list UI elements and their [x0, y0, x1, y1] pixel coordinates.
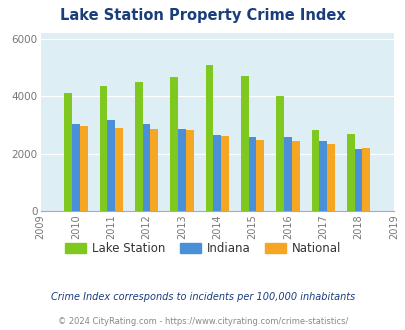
Bar	[205, 65, 213, 211]
Bar	[318, 141, 326, 211]
Bar	[275, 96, 283, 211]
Text: Crime Index corresponds to incidents per 100,000 inhabitants: Crime Index corresponds to incidents per…	[51, 292, 354, 302]
Bar	[354, 149, 362, 211]
Bar	[362, 148, 369, 211]
Text: © 2024 CityRating.com - https://www.cityrating.com/crime-statistics/: © 2024 CityRating.com - https://www.city…	[58, 317, 347, 326]
Bar	[64, 93, 72, 211]
Text: Lake Station Property Crime Index: Lake Station Property Crime Index	[60, 8, 345, 23]
Bar	[240, 76, 248, 211]
Bar	[283, 137, 291, 211]
Legend: Lake Station, Indiana, National: Lake Station, Indiana, National	[60, 237, 345, 260]
Bar	[248, 137, 256, 211]
Bar	[213, 135, 221, 211]
Bar	[99, 86, 107, 211]
Bar	[326, 144, 334, 211]
Bar	[291, 141, 299, 211]
Bar	[72, 124, 80, 211]
Bar	[107, 120, 115, 211]
Bar	[185, 130, 193, 211]
Bar	[170, 77, 177, 211]
Bar	[221, 137, 228, 211]
Bar	[134, 82, 142, 211]
Bar	[150, 129, 158, 211]
Bar	[346, 134, 354, 211]
Bar	[80, 126, 87, 211]
Bar	[115, 128, 123, 211]
Bar	[256, 140, 264, 211]
Bar	[311, 130, 318, 211]
Bar	[142, 124, 150, 211]
Bar	[177, 129, 185, 211]
